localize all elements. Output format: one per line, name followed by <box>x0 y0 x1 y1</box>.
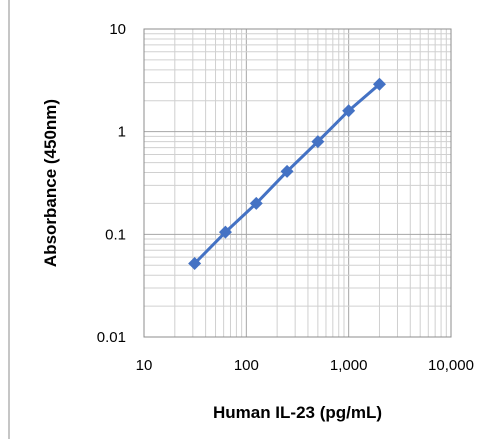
grid <box>143 29 451 338</box>
data-point-marker <box>342 104 356 118</box>
data-point-marker <box>372 77 386 91</box>
y-tick-label: 1 <box>118 124 126 141</box>
y-tick-label: 0.01 <box>97 329 126 346</box>
data-point-marker <box>218 225 232 239</box>
series-layer <box>188 77 386 270</box>
y-tick-label: 0.1 <box>105 226 126 243</box>
data-point-marker <box>311 135 325 149</box>
x-tick-label: 1,000 <box>330 357 368 374</box>
tick-labels: 10 100 1,000 10,000 0.01 0.1 1 10 <box>97 21 474 374</box>
y-tick-label: 10 <box>109 21 126 38</box>
plot-area-border <box>143 28 452 338</box>
x-axis-title: Human IL-23 (pg/mL) <box>213 403 382 422</box>
data-point-marker <box>280 164 294 178</box>
x-tick-label: 100 <box>234 357 259 374</box>
data-point-marker <box>249 196 263 210</box>
x-tick-label: 10,000 <box>428 357 474 374</box>
y-axis-title: Absorbance (450nm) <box>41 99 60 267</box>
data-point-marker <box>188 256 202 270</box>
x-tick-label: 10 <box>136 357 153 374</box>
